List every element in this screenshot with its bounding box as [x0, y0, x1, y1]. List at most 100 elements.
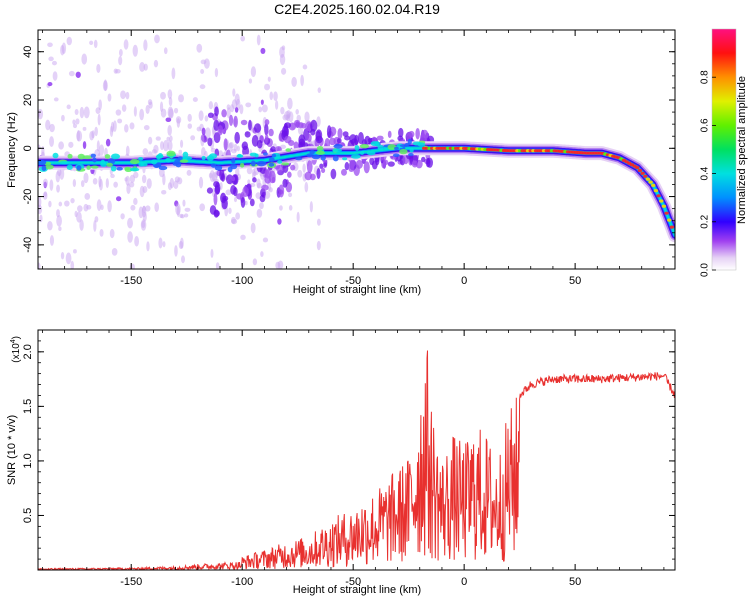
spectrogram-noise-cell — [282, 114, 289, 121]
spectrogram-ridge-blob — [137, 156, 144, 161]
spectrogram-x-label: Height of straight line (km) — [293, 284, 421, 296]
spectrogram-burst-cell — [297, 122, 304, 129]
spectrogram-noise-cell — [139, 62, 145, 72]
spectrogram-burst-cell — [375, 156, 380, 166]
spectrogram-noise-cell — [64, 200, 70, 207]
spectrogram-noise-cell — [198, 176, 204, 189]
spectrogram-noise-cell — [261, 104, 268, 113]
spectrogram-noise-cell — [125, 145, 130, 157]
spectrogram-noise-cell — [58, 226, 62, 231]
colorbar-tick-label: 0.6 — [700, 118, 711, 132]
spectrogram-burst-cell — [276, 164, 284, 173]
spectrogram-ridge-blob — [237, 153, 242, 158]
spectrogram-ridge-blob — [332, 155, 339, 162]
spectrogram-burst-cell — [387, 161, 395, 167]
spectrogram-noise-cell — [300, 74, 304, 87]
spectrogram-burst-cell — [264, 168, 269, 177]
spectrogram-burst-cell — [293, 141, 299, 150]
spectrogram-noise-cell — [133, 197, 138, 206]
spectrogram-noise-cell — [201, 127, 206, 136]
spectrogram-noise-cell — [163, 47, 168, 55]
spectrogram-noise-cell — [138, 206, 144, 219]
spectrogram-burst-cell — [214, 106, 219, 117]
spectrogram-noise-cell — [82, 141, 87, 149]
spectrogram-noise-cell — [201, 147, 206, 157]
spectrogram-ridge-blob — [309, 149, 315, 155]
colorbar-tick-label: 0.2 — [700, 214, 711, 228]
spectrogram-noise-cell — [99, 228, 104, 237]
spectrogram-noise-cell — [113, 181, 118, 188]
spectrogram-noise-cell — [255, 192, 262, 199]
spectrogram-noise-cell — [214, 67, 219, 78]
spectrogram-noise-cell — [245, 102, 252, 108]
spectrogram-noise-cell — [288, 205, 293, 211]
spectrogram-noise-cell — [200, 59, 207, 65]
colorbar-tick-label: 0.0 — [700, 263, 711, 277]
spectrogram-burst-cell — [261, 184, 269, 191]
spectrogram-burst-cell — [264, 134, 269, 144]
spectrogram-noise-cell — [198, 110, 204, 121]
snr-multiplier-suffix: ) — [11, 336, 22, 339]
spectrogram-burst-cell — [213, 132, 221, 144]
spectrogram-ridge-blob — [82, 155, 93, 160]
spectrogram-noise-cell — [256, 34, 261, 46]
spectrogram-noise-cell — [177, 177, 183, 185]
spectrogram-noise-cell — [93, 220, 97, 232]
spectrogram-burst-cell — [357, 131, 364, 145]
spectrogram-burst-cell — [348, 165, 355, 173]
spectrogram-heatmap — [38, 34, 675, 269]
spectrogram-noise-cell — [127, 231, 133, 243]
spectrogram-noise-cell — [143, 124, 150, 131]
spectrogram-noise-cell — [205, 127, 211, 139]
spectrogram-noise-cell — [268, 187, 273, 193]
spectrogram-noise-cell — [79, 219, 84, 231]
spectrogram-noise-cell — [228, 207, 232, 214]
spectrogram-noise-cell — [287, 97, 293, 110]
spectrogram-ridge-blob — [107, 158, 116, 165]
spectrogram-ridge-blob — [166, 150, 176, 157]
spectrogram-noise-cell — [57, 168, 62, 177]
spectrogram-burst-cell — [223, 138, 228, 151]
spectrogram-noise-cell — [259, 202, 264, 210]
spectrogram-noise-cell — [180, 139, 184, 148]
spectrogram-burst-cell — [207, 112, 214, 119]
spectrogram-noise-cell — [167, 89, 173, 100]
spectrogram-ridge-blob — [407, 138, 412, 145]
spectrogram-noise-cell — [234, 107, 239, 113]
spectrogram-burst-cell — [244, 131, 251, 138]
spectrogram-noise-cell — [258, 106, 263, 113]
colorbar-tick-label: 0.8 — [700, 70, 711, 84]
spectrogram-burst-cell — [411, 160, 418, 168]
spectrogram-noise-cell — [250, 66, 257, 78]
spectrogram-burst-cell — [228, 114, 234, 126]
y-tick-label: 0.5 — [22, 508, 34, 523]
spectrogram-noise-cell — [309, 201, 313, 213]
spectrogram-noise-cell — [42, 178, 49, 188]
spectrogram-noise-cell — [83, 106, 90, 119]
spectrogram-noise-cell — [120, 213, 125, 220]
spectrogram-noise-cell — [277, 218, 282, 225]
spectrogram-noise-cell — [248, 78, 253, 84]
spectrogram-noise-cell — [93, 39, 98, 49]
spectrogram-noise-cell — [277, 260, 284, 269]
spectrogram-noise-cell — [264, 190, 271, 199]
spectrogram-noise-cell — [304, 111, 310, 122]
spectrogram-noise-cell — [105, 178, 109, 189]
spectrogram-noise-cell — [139, 185, 145, 198]
spectrogram-noise-cell — [98, 99, 102, 111]
spectrogram-noise-cell — [124, 177, 128, 182]
spectrogram-noise-cell — [75, 71, 81, 78]
spectrogram-noise-cell — [168, 96, 173, 107]
spectrogram-noise-cell — [142, 205, 146, 214]
spectrogram-ridge-blob — [320, 155, 326, 161]
spectrogram-burst-cell — [326, 125, 332, 138]
spectrogram-ridge-blob — [332, 148, 342, 153]
spectrogram-burst-cell — [221, 173, 226, 182]
snr-multiplier-exponent: 4 — [10, 339, 17, 343]
spectrogram-noise-cell — [49, 235, 55, 246]
spectrogram-noise-cell — [264, 83, 271, 91]
spectrogram-noise-cell — [246, 167, 253, 175]
snr-series-line — [38, 350, 675, 570]
spectrogram-noise-cell — [280, 106, 285, 115]
spectrogram-noise-cell — [184, 213, 189, 218]
